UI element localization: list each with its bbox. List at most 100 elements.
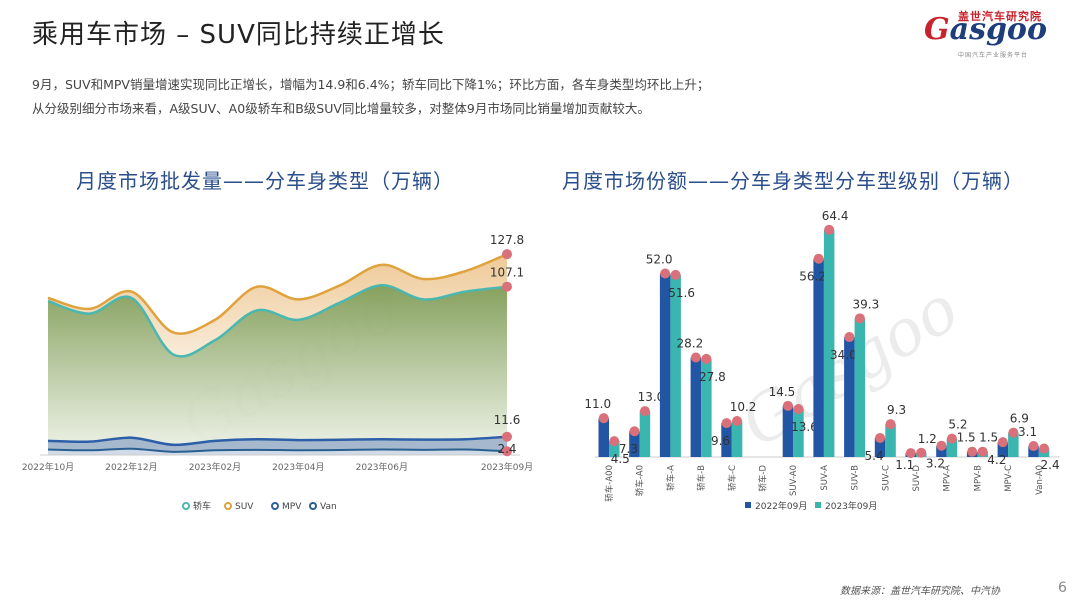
bar-top-marker: [1028, 441, 1039, 452]
bar-top-marker: [721, 418, 732, 429]
bar-value-label: 3.1: [1018, 425, 1037, 439]
bar-value-label: 3.2: [926, 457, 945, 471]
legend-item[interactable]: 轿车: [182, 500, 211, 512]
bar: [844, 337, 855, 457]
bar-top-marker: [946, 433, 957, 444]
bar-top-marker: [905, 448, 916, 459]
bar: [823, 229, 835, 457]
bar: [639, 411, 651, 457]
sedan-area: [48, 285, 507, 455]
bar: [670, 274, 681, 457]
bar-top-marker: [598, 413, 609, 424]
bar: [690, 357, 702, 457]
category-label: MPV-B: [973, 465, 983, 492]
legend-item[interactable]: SUV: [224, 502, 254, 512]
bar-value-label: 39.3: [852, 297, 879, 311]
bar-value-label: 13.6: [791, 420, 818, 434]
bar-value-label: 10.2: [730, 400, 757, 414]
end-point-marker: [502, 431, 512, 442]
bar: [885, 424, 896, 457]
bar: [701, 358, 712, 457]
bar-top-marker: [639, 406, 650, 417]
bar-value-label: 2.4: [1041, 458, 1060, 472]
mpv-line: [47, 435, 508, 447]
category-label: 轿车-A: [665, 465, 676, 491]
category-label: 轿车-C: [727, 465, 738, 491]
bar: [813, 258, 824, 457]
bar-top-marker: [732, 416, 743, 427]
bar-value-label: 1.2: [918, 432, 937, 446]
x-tick-label: 2023年09月: [481, 461, 533, 473]
category-label: SUV-A0: [789, 465, 799, 496]
bar-value-label: 5.2: [948, 418, 967, 432]
x-tick-label: 2023年04月: [272, 461, 324, 473]
bar-top-marker: [793, 404, 804, 415]
bar-value-label: 52.0: [646, 253, 673, 267]
bar-top-marker: [936, 440, 947, 451]
bar-value-label: 1.1: [895, 458, 914, 472]
end-point-marker: [502, 249, 512, 260]
bar-top-marker: [701, 353, 712, 364]
bar: [731, 421, 743, 457]
end-value-label: 11.6: [494, 413, 521, 427]
bar-top-marker: [629, 426, 640, 437]
end-value-label: 107.1: [490, 266, 524, 280]
bar-top-marker: [813, 253, 824, 264]
bar: [598, 418, 609, 457]
summary-line-2: 从分级别细分市场来看，A级SUV、A0级轿车和B级SUV同比增量较多，对整体9月…: [32, 101, 650, 116]
x-tick-label: 2023年02月: [189, 461, 241, 473]
bar-top-marker: [875, 432, 886, 443]
legend-item[interactable]: 2022年09月: [745, 500, 807, 512]
bar-value-label: 4.5: [611, 452, 630, 466]
suv-line: [47, 253, 508, 335]
data-source: 数据来源：盖世汽车研究院、中汽协: [840, 586, 1000, 597]
bar-top-marker: [997, 437, 1008, 448]
x-tick-label: 2023年06月: [356, 461, 408, 473]
legend-item[interactable]: 2023年09月: [815, 500, 877, 512]
category-label: SUV-C: [881, 465, 891, 491]
category-label: SUV-A: [820, 465, 830, 491]
bar-top-marker: [660, 268, 671, 279]
legend-label: 轿车: [193, 500, 211, 512]
bar: [721, 423, 732, 457]
bar: [629, 431, 640, 457]
page-title: 乘用车市场 – SUV同比持续正增长: [32, 20, 445, 50]
bar-value-label: 14.5: [769, 385, 796, 399]
van-line: [47, 447, 508, 453]
bar: [1008, 432, 1019, 457]
bar: [659, 273, 671, 457]
legend-label: 2023年09月: [825, 500, 877, 512]
bar-top-marker: [885, 419, 896, 430]
legend-swatch: [745, 502, 751, 508]
bar: [946, 438, 958, 457]
legend-label: MPV: [282, 502, 302, 512]
bar-value-label: 27.8: [699, 370, 726, 384]
bar: [609, 441, 620, 457]
legend-label: SUV: [235, 502, 254, 512]
category-label: 轿车-A0: [635, 465, 646, 496]
left-chart-title: 月度市场批发量——分车身类型（万辆）: [76, 169, 454, 193]
bar-value-label: 64.4: [822, 209, 849, 223]
bar-top-marker: [1039, 443, 1050, 454]
legend-label: Van: [320, 502, 337, 512]
category-label: Van-A0: [1035, 465, 1045, 495]
category-label: 轿车-B: [696, 465, 707, 491]
bar: [874, 437, 886, 457]
legend-marker: [224, 502, 232, 510]
bar-top-marker: [916, 447, 927, 458]
bar: [1028, 446, 1039, 457]
sedan-line: [47, 284, 508, 358]
bar-value-label: 5.4: [865, 449, 884, 463]
legend-item[interactable]: MPV: [271, 502, 302, 512]
bar-value-label: 9.3: [887, 403, 906, 417]
category-label: 轿车-D: [758, 465, 769, 492]
legend-marker: [271, 502, 279, 510]
bar-value-label: 7.3: [619, 442, 638, 456]
bar-top-marker: [690, 352, 701, 363]
x-tick-label: 2022年10月: [22, 461, 74, 473]
bar-value-label: 51.6: [668, 286, 695, 300]
bar: [782, 405, 794, 457]
category-label: MPV-C: [1004, 465, 1014, 492]
bar-value-label: 56.2: [799, 270, 826, 284]
legend-item[interactable]: Van: [309, 502, 337, 512]
